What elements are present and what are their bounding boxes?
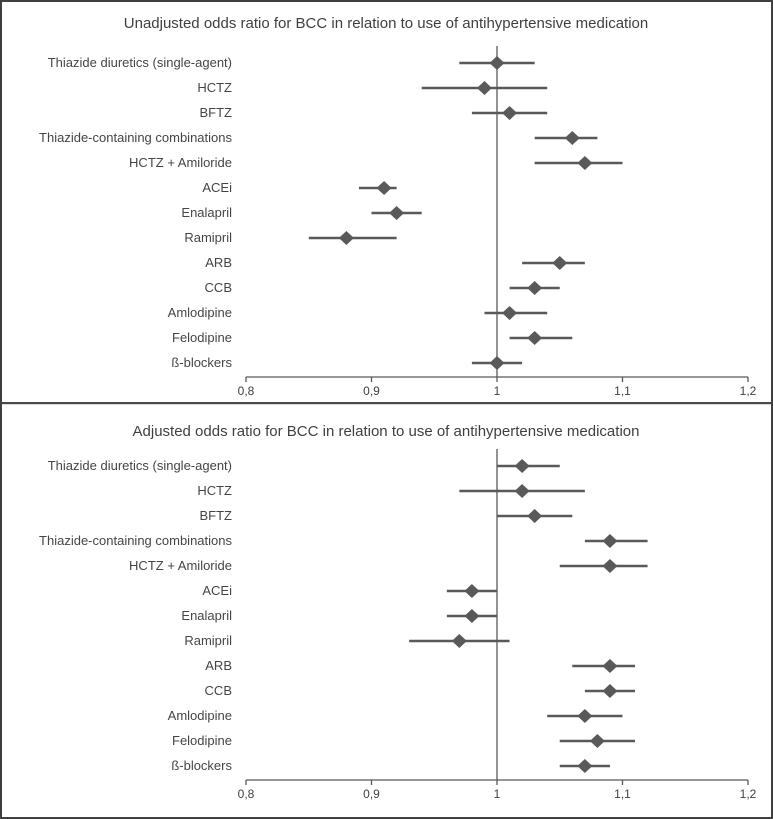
category-label: Thiazide diuretics (single-agent)	[48, 458, 232, 473]
or-point-marker	[577, 156, 593, 170]
forest-row: ARB	[205, 255, 585, 270]
category-label: ACEi	[202, 180, 232, 195]
forest-row: Thiazide-containing combinations	[39, 130, 598, 145]
forest-row: CCB	[205, 683, 636, 698]
x-tick-label: 1	[494, 787, 501, 801]
or-point-marker	[602, 559, 618, 573]
forest-row: Enalapril	[181, 205, 422, 220]
category-label: HCTZ + Amiloride	[129, 155, 232, 170]
forest-row: HCTZ	[197, 483, 585, 498]
or-point-marker	[389, 206, 405, 220]
or-point-marker	[464, 584, 480, 598]
category-label: BFTZ	[200, 105, 233, 120]
or-point-marker	[589, 734, 605, 748]
chart-title-unadjusted: Unadjusted odds ratio for BCC in relatio…	[124, 15, 648, 32]
category-label: Thiazide-containing combinations	[39, 533, 232, 548]
category-label: ARB	[205, 658, 232, 673]
or-point-marker	[376, 181, 392, 195]
category-label: Ramipril	[184, 633, 232, 648]
panel-adjusted: Adjusted odds ratio for BCC in relation …	[2, 404, 771, 817]
plot-area-adjusted: Thiazide diuretics (single-agent) HCTZ BFT…	[39, 449, 757, 801]
category-label: Ramipril	[184, 230, 232, 245]
category-label: Enalapril	[181, 608, 232, 623]
category-label: Amlodipine	[168, 708, 232, 723]
forest-row: ACEi	[202, 180, 397, 195]
x-tick-label: 0,8	[238, 787, 255, 801]
forest-row: ARB	[205, 658, 636, 673]
category-label: BFTZ	[200, 508, 233, 523]
or-point-marker	[602, 534, 618, 548]
forest-row: Thiazide diuretics (single-agent)	[48, 55, 535, 70]
category-label: HCTZ + Amiloride	[129, 558, 232, 573]
forest-row: HCTZ	[197, 80, 548, 95]
forest-row: BFTZ	[200, 105, 548, 120]
category-label: ß-blockers	[171, 355, 232, 370]
category-label: CCB	[205, 683, 232, 698]
x-tick-label: 1	[494, 384, 501, 398]
or-point-marker	[514, 459, 530, 473]
forest-row: BFTZ	[200, 508, 573, 523]
panel-unadjusted: Unadjusted odds ratio for BCC in relatio…	[2, 2, 771, 404]
forest-row: ß-blockers	[171, 355, 523, 370]
or-point-marker	[577, 759, 593, 773]
forest-row: Felodipine	[172, 330, 573, 345]
or-point-marker	[552, 256, 568, 270]
category-label: ß-blockers	[171, 758, 232, 773]
forest-row: Thiazide diuretics (single-agent)	[48, 458, 560, 473]
forest-plot-adjusted: Adjusted odds ratio for BCC in relation …	[39, 423, 757, 801]
or-point-marker	[489, 56, 505, 70]
forest-row: Thiazide-containing combinations	[39, 533, 648, 548]
x-tick-label: 1,2	[740, 787, 757, 801]
forest-plot-unadjusted: Unadjusted odds ratio for BCC in relatio…	[39, 15, 757, 398]
category-label: Felodipine	[172, 733, 232, 748]
plot-area-unadjusted: Thiazide diuretics (single-agent) HCTZ BFT…	[39, 46, 757, 398]
forest-row: Ramipril	[184, 633, 510, 648]
forest-row: CCB	[205, 280, 560, 295]
forest-row: Felodipine	[172, 733, 636, 748]
category-label: ARB	[205, 255, 232, 270]
or-point-marker	[502, 306, 518, 320]
or-point-marker	[489, 356, 505, 370]
x-tick-label: 0,9	[363, 787, 380, 801]
x-tick-label: 1,1	[614, 384, 631, 398]
category-label: ACEi	[202, 583, 232, 598]
category-label: CCB	[205, 280, 232, 295]
x-tick-label: 0,9	[363, 384, 380, 398]
category-label: HCTZ	[197, 483, 232, 498]
forest-row: Amlodipine	[168, 708, 623, 723]
or-point-marker	[476, 81, 492, 95]
or-point-marker	[577, 709, 593, 723]
chart-title-adjusted: Adjusted odds ratio for BCC in relation …	[133, 423, 640, 440]
category-label: Thiazide-containing combinations	[39, 130, 232, 145]
category-label: HCTZ	[197, 80, 232, 95]
x-tick-label: 0,8	[238, 384, 255, 398]
category-label: Thiazide diuretics (single-agent)	[48, 55, 232, 70]
or-point-marker	[451, 634, 467, 648]
category-label: Amlodipine	[168, 305, 232, 320]
category-label: Enalapril	[181, 205, 232, 220]
forest-row: HCTZ + Amiloride	[129, 558, 648, 573]
x-axis: 0,8 0,9 1 1,1 1,2	[238, 376, 757, 398]
or-point-marker	[602, 659, 618, 673]
or-point-marker	[564, 131, 580, 145]
or-point-marker	[602, 684, 618, 698]
or-point-marker	[527, 509, 543, 523]
or-point-marker	[527, 331, 543, 345]
forest-row: Enalapril	[181, 608, 497, 623]
forest-row: Ramipril	[184, 230, 397, 245]
x-tick-label: 1,1	[614, 787, 631, 801]
forest-row: Amlodipine	[168, 305, 548, 320]
category-label: Felodipine	[172, 330, 232, 345]
or-point-marker	[464, 609, 480, 623]
or-point-marker	[502, 106, 518, 120]
x-tick-label: 1,2	[740, 384, 757, 398]
or-point-marker	[527, 281, 543, 295]
forest-row: HCTZ + Amiloride	[129, 155, 623, 170]
forest-row: ß-blockers	[171, 758, 610, 773]
or-point-marker	[338, 231, 354, 245]
forest-row: ACEi	[202, 583, 497, 598]
x-axis: 0,8 0,9 1 1,1 1,2	[238, 779, 757, 801]
or-point-marker	[514, 484, 530, 498]
